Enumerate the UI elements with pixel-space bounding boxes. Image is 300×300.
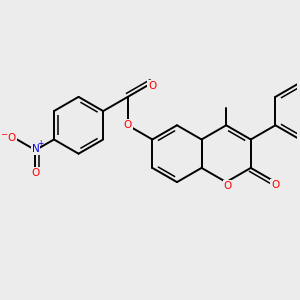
Text: O: O xyxy=(32,168,40,178)
Text: O: O xyxy=(148,80,157,91)
Text: O: O xyxy=(8,133,16,143)
Text: +: + xyxy=(38,140,44,148)
Text: O: O xyxy=(224,181,232,190)
Text: N: N xyxy=(32,144,39,154)
Text: O: O xyxy=(124,120,132,130)
Text: O: O xyxy=(271,180,280,190)
Text: −: − xyxy=(0,130,7,139)
